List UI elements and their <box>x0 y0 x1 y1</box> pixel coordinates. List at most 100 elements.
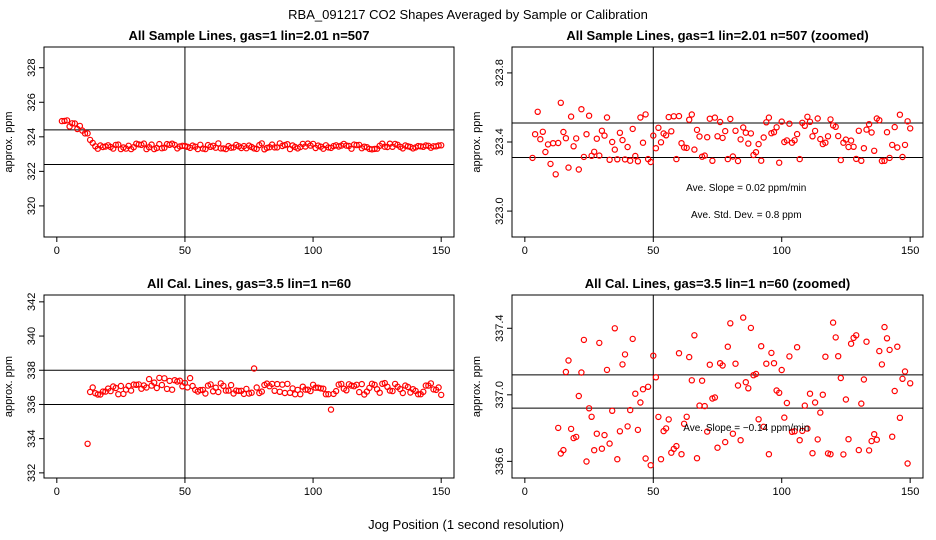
data-point <box>580 153 588 161</box>
data-point <box>814 115 821 122</box>
data-point <box>145 375 153 383</box>
data-point <box>747 130 755 137</box>
x-tick-label: 100 <box>304 486 322 498</box>
y-axis-label: approx. ppm <box>471 111 483 172</box>
plot-frame <box>43 46 455 238</box>
data-point <box>655 124 662 132</box>
data-point <box>799 427 806 435</box>
data-point <box>878 157 886 165</box>
data-point <box>696 402 703 409</box>
y-tick-label: 338 <box>26 361 38 379</box>
data-point <box>680 144 688 151</box>
data-point <box>150 379 158 386</box>
data-point <box>307 387 314 395</box>
data-point <box>668 128 675 135</box>
y-tick-label: 336.6 <box>494 448 506 476</box>
data-point <box>691 146 698 153</box>
data-point <box>642 455 649 462</box>
data-point <box>737 437 744 444</box>
data-point <box>716 118 724 126</box>
y-tick-label: 336 <box>26 395 38 413</box>
data-point <box>737 136 744 143</box>
y-tick-label: 337.4 <box>494 315 506 343</box>
data-point <box>876 116 883 124</box>
data-point <box>376 389 383 396</box>
data-point <box>166 377 173 385</box>
data-point <box>570 143 577 150</box>
data-point <box>544 141 552 148</box>
data-point <box>868 129 875 136</box>
data-point <box>855 446 863 454</box>
data-point <box>133 381 140 388</box>
data-point <box>863 126 870 133</box>
data-point <box>565 164 572 171</box>
x-tick-label: 150 <box>901 486 919 498</box>
data-point <box>791 137 798 144</box>
data-point <box>847 137 855 144</box>
y-tick-label: 342 <box>26 293 38 311</box>
data-point <box>624 423 631 430</box>
data-point <box>776 159 783 166</box>
data-point <box>891 123 898 131</box>
data-point <box>112 384 120 392</box>
data-point <box>598 127 606 134</box>
data-point <box>593 135 601 142</box>
data-point <box>591 148 598 155</box>
data-point <box>688 377 696 384</box>
data-point <box>809 450 816 457</box>
y-tick-label: 332 <box>26 464 38 482</box>
data-point <box>889 141 896 149</box>
data-point <box>642 111 649 118</box>
data-point <box>596 339 603 347</box>
data-point <box>358 380 365 388</box>
data-point <box>356 388 363 396</box>
data-point <box>755 140 762 148</box>
y-axis-label: approx. ppm <box>471 356 483 417</box>
data-point <box>722 438 729 446</box>
panel-p3: All Cal. Lines, gas=3.5 lin=1 n=60 0 50 100… <box>3 276 455 498</box>
data-point <box>227 381 235 389</box>
x-tick-label: 150 <box>901 245 919 257</box>
data-point <box>84 130 91 137</box>
data-point <box>161 375 168 382</box>
data-point <box>634 426 642 434</box>
data-point <box>835 132 842 140</box>
data-points <box>58 117 445 153</box>
data-point <box>863 338 870 345</box>
x-tick-label: 150 <box>432 486 450 498</box>
data-point <box>567 425 575 433</box>
data-point <box>755 416 762 423</box>
y-tick-label: 323.4 <box>494 128 506 156</box>
data-point <box>855 127 863 134</box>
data-point <box>652 144 660 152</box>
data-point <box>865 447 873 454</box>
data-point <box>770 360 778 367</box>
data-point <box>832 123 839 131</box>
data-point <box>665 113 672 121</box>
x-tick-label: 50 <box>179 486 191 498</box>
figure-xlabel: Jog Position (1 second resolution) <box>368 517 564 532</box>
data-point <box>634 158 642 165</box>
data-point <box>414 391 422 398</box>
data-point <box>289 385 296 392</box>
data-point <box>881 323 888 331</box>
x-tick-label: 50 <box>179 245 191 257</box>
data-point <box>565 357 572 364</box>
data-point <box>673 442 680 450</box>
y-axis-label: approx. ppm <box>3 356 15 417</box>
data-point <box>858 400 865 407</box>
data-point <box>148 141 155 148</box>
data-point <box>832 334 839 341</box>
data-point <box>327 406 335 413</box>
data-point <box>691 332 698 339</box>
annotation: Ave. Slope = 0.02 ppm/min <box>686 183 806 194</box>
data-point <box>727 115 734 123</box>
data-point <box>534 108 541 116</box>
data-point <box>776 389 783 396</box>
data-point <box>822 139 829 146</box>
x-tick-label: 100 <box>304 245 322 257</box>
data-point <box>688 111 696 118</box>
x-tick-label: 0 <box>522 486 528 498</box>
data-point <box>552 171 559 178</box>
data-point <box>168 386 176 393</box>
